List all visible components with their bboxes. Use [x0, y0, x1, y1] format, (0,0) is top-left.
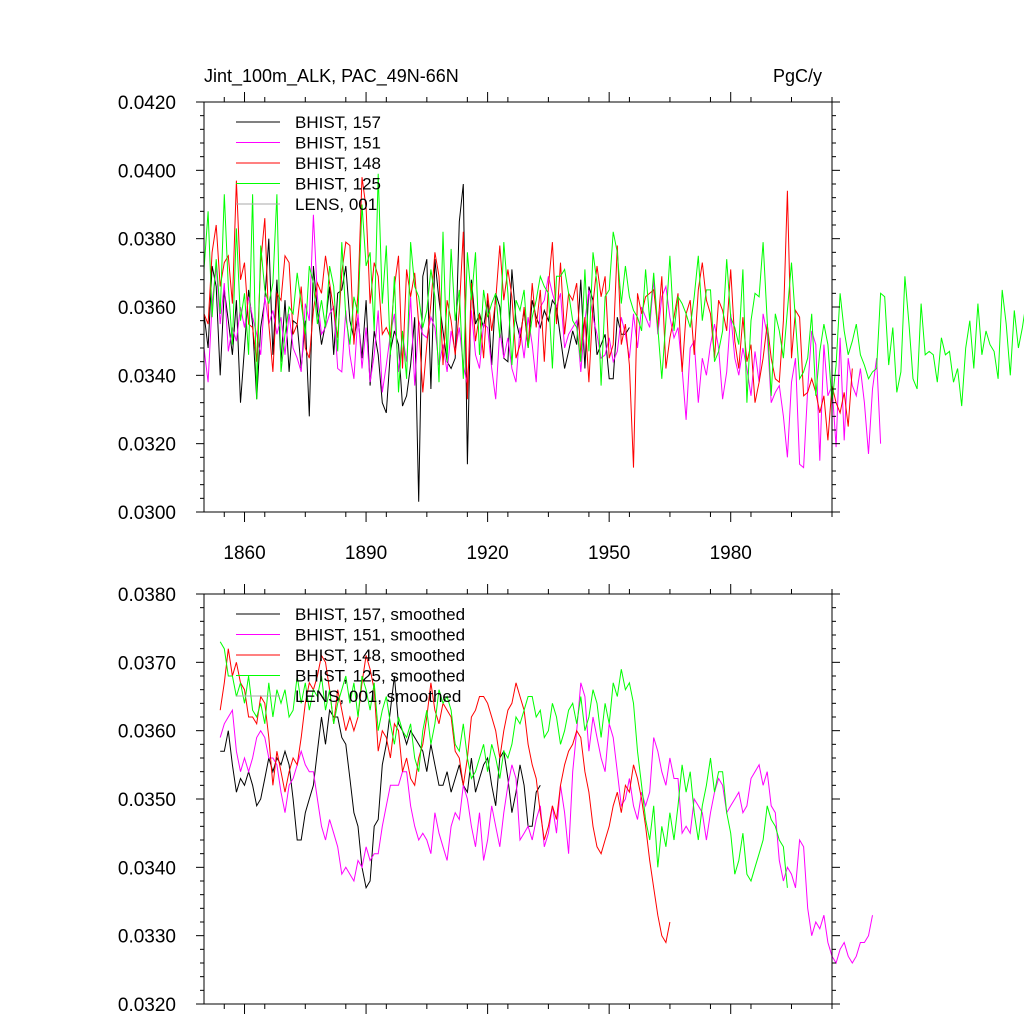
x-tick-label: 1980: [710, 543, 752, 564]
y-tick-label: 0.0340: [118, 858, 176, 879]
legend-label-1: BHIST, 151, smoothed: [295, 626, 465, 645]
series-line-3: [219, 641, 788, 888]
legend-label-2: BHIST, 148: [295, 154, 381, 173]
legend-label-0: BHIST, 157, smoothed: [295, 605, 465, 624]
y-tick-label: 0.0350: [118, 790, 176, 811]
series-line-1: [219, 682, 873, 965]
x-tick-label: 1860: [223, 543, 265, 564]
top-panel: Jint_100m_ALK, PAC_49N-66N PgC/y BHIST, …: [118, 66, 1024, 564]
legend-label-2: BHIST, 148, smoothed: [295, 646, 465, 665]
legend-label-4: LENS, 001, smoothed: [295, 687, 461, 706]
series-line-3: [203, 173, 1024, 407]
y-tick-label: 0.0320: [118, 435, 176, 456]
series-line-2: [219, 648, 671, 944]
legend-label-0: BHIST, 157: [295, 113, 381, 132]
series-line-0: [203, 183, 630, 502]
bottom-panel: BHIST, 157, smoothed BHIST, 151, smoothed…: [118, 584, 873, 1016]
y-tick-label: 0.0400: [118, 161, 176, 182]
x-tick-label: 1920: [466, 543, 508, 564]
series-line-1: [203, 214, 882, 469]
y-tick-label: 0.0330: [118, 927, 176, 948]
top-panel-units: PgC/y: [773, 66, 822, 86]
top-panel-title: Jint_100m_ALK, PAC_49N-66N: [204, 66, 459, 87]
bottom-panel-axes: 0.0320 0.0330 0.0340 0.0350 0.0360 0.0370 0.03…: [118, 584, 840, 1016]
legend-label-3: BHIST, 125, smoothed: [295, 667, 465, 686]
y-tick-label: 0.0380: [118, 585, 176, 606]
legend-label-4: LENS, 001: [295, 195, 377, 214]
bottom-panel-series: [219, 641, 873, 965]
y-tick-label: 0.0360: [118, 298, 176, 319]
legend-label-3: BHIST, 125: [295, 175, 381, 194]
legend-label-1: BHIST, 151: [295, 134, 381, 153]
top-panel-axes: 0.0300 0.0320 0.0340 0.0360 0.0380 0.0400 0.04…: [118, 92, 840, 564]
y-tick-label: 0.0320: [118, 995, 176, 1016]
series-line-2: [203, 177, 853, 468]
x-tick-label: 1890: [345, 543, 387, 564]
y-tick-label: 0.0380: [118, 230, 176, 251]
x-tick-label: 1950: [588, 543, 630, 564]
y-tick-label: 0.0360: [118, 722, 176, 743]
y-tick-label: 0.0370: [118, 653, 176, 674]
y-tick-label: 0.0340: [118, 366, 176, 387]
series-line-0: [220, 675, 541, 890]
y-tick-label: 0.0420: [118, 93, 176, 114]
bottom-panel-legend: BHIST, 157, smoothed BHIST, 151, smoothed…: [236, 605, 465, 706]
y-tick-label: 0.0300: [118, 503, 176, 524]
top-panel-series: [203, 173, 1024, 502]
